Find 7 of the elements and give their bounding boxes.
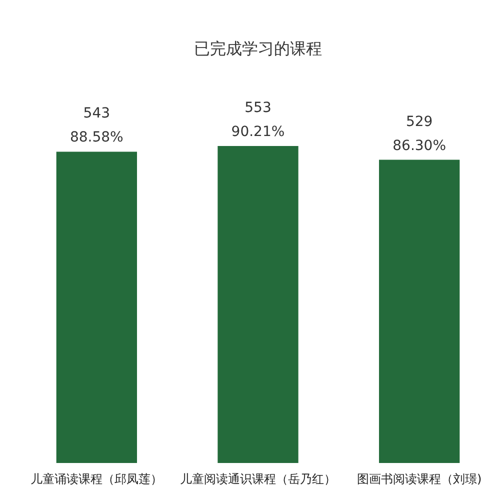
x-tick-label: 儿童诵读课程（邱凤莲） <box>30 472 163 486</box>
data-label: 553 90.21% <box>231 100 285 140</box>
data-label: 543 88.58% <box>70 106 124 146</box>
chart-title: 已完成学习的课程 <box>194 39 322 58</box>
data-label: 529 86.30% <box>392 114 446 154</box>
x-tick-label: 图画书阅读课程（刘璟) <box>356 472 482 486</box>
x-tick-label: 儿童阅读通识课程（岳乃红） <box>180 472 336 486</box>
